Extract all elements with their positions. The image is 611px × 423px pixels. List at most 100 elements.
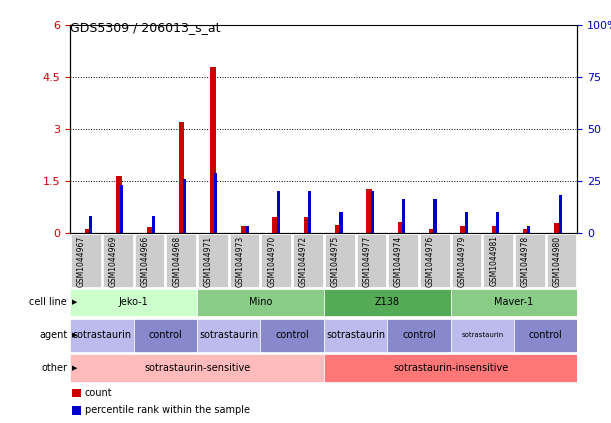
Text: ▶: ▶ [71, 332, 77, 338]
Bar [178, 122, 184, 233]
Bar [388, 234, 418, 286]
Bar [558, 195, 562, 233]
Text: sotrastaurin-sensitive: sotrastaurin-sensitive [144, 363, 250, 373]
Bar [450, 319, 514, 352]
Bar [304, 217, 309, 233]
Bar [70, 319, 134, 352]
Bar [116, 176, 122, 233]
Bar [260, 319, 324, 352]
Bar [523, 228, 529, 233]
Bar [70, 354, 324, 382]
Bar [273, 217, 278, 233]
Bar [335, 225, 341, 233]
Text: GSM1044979: GSM1044979 [458, 235, 466, 287]
Text: GSM1044972: GSM1044972 [299, 235, 308, 286]
Bar [460, 226, 466, 233]
Bar [147, 228, 153, 233]
Text: GSM1044976: GSM1044976 [426, 235, 435, 287]
Text: other: other [41, 363, 67, 373]
Text: ▶: ▶ [71, 365, 77, 371]
Bar [85, 229, 90, 233]
Bar [210, 67, 216, 233]
Bar [262, 234, 291, 286]
Bar [324, 354, 577, 382]
Bar [398, 222, 403, 233]
Text: GSM1044971: GSM1044971 [204, 235, 213, 286]
Bar [452, 234, 481, 286]
Bar [387, 319, 451, 352]
Text: GSM1044977: GSM1044977 [362, 235, 371, 287]
Bar [420, 234, 450, 286]
Text: sotrastaurin: sotrastaurin [72, 330, 131, 340]
Text: GDS5309 / 206013_s_at: GDS5309 / 206013_s_at [70, 21, 221, 34]
Bar [547, 234, 576, 286]
Bar [89, 216, 92, 233]
Text: GSM1044967: GSM1044967 [77, 235, 86, 287]
Bar [197, 319, 260, 352]
Text: Mino: Mino [249, 297, 272, 308]
Bar [465, 212, 468, 233]
Bar [277, 191, 280, 233]
Text: GSM1044974: GSM1044974 [394, 235, 403, 287]
Text: sotrastaurin: sotrastaurin [326, 330, 385, 340]
Bar [241, 226, 247, 233]
Bar [70, 289, 197, 316]
Bar [230, 234, 260, 286]
Bar [324, 319, 387, 352]
Text: sotrastaurin: sotrastaurin [461, 332, 503, 338]
Text: GSM1044969: GSM1044969 [109, 235, 118, 287]
Bar [183, 179, 186, 233]
Bar [433, 200, 436, 233]
Bar [72, 388, 81, 397]
Bar [515, 234, 544, 286]
Bar [554, 223, 560, 233]
Bar [483, 234, 513, 286]
Text: sotrastaurin: sotrastaurin [199, 330, 258, 340]
Text: GSM1044981: GSM1044981 [489, 235, 498, 286]
Bar [197, 289, 324, 316]
Bar [514, 319, 577, 352]
Text: Maver-1: Maver-1 [494, 297, 533, 308]
Bar [367, 190, 372, 233]
Bar [308, 191, 312, 233]
Text: GSM1044975: GSM1044975 [331, 235, 340, 287]
Bar [134, 234, 164, 286]
Bar [293, 234, 323, 286]
Bar [198, 234, 228, 286]
Bar [324, 289, 450, 316]
Text: ▶: ▶ [71, 299, 77, 305]
Text: agent: agent [39, 330, 67, 340]
Text: GSM1044966: GSM1044966 [141, 235, 150, 287]
Bar [120, 185, 123, 233]
Text: Jeko-1: Jeko-1 [119, 297, 148, 308]
Bar [492, 226, 497, 233]
Text: control: control [529, 330, 563, 340]
Bar [134, 319, 197, 352]
Bar [371, 191, 374, 233]
Bar [402, 200, 405, 233]
Bar [429, 228, 434, 233]
Bar [152, 216, 155, 233]
Bar [214, 173, 218, 233]
Text: control: control [148, 330, 182, 340]
Text: GSM1044970: GSM1044970 [267, 235, 276, 287]
Bar [166, 234, 196, 286]
Text: sotrastaurin-insensitive: sotrastaurin-insensitive [393, 363, 508, 373]
Text: Z138: Z138 [375, 297, 400, 308]
Bar [357, 234, 386, 286]
Bar [527, 226, 530, 233]
Bar [496, 212, 499, 233]
Bar [340, 212, 343, 233]
Text: control: control [402, 330, 436, 340]
Text: GSM1044973: GSM1044973 [236, 235, 244, 287]
Text: control: control [276, 330, 309, 340]
Bar [71, 234, 101, 286]
Text: GSM1044968: GSM1044968 [172, 235, 181, 286]
Text: count: count [85, 387, 112, 398]
Text: cell line: cell line [29, 297, 67, 308]
Bar [103, 234, 133, 286]
Text: GSM1044980: GSM1044980 [552, 235, 562, 286]
Bar [72, 406, 81, 415]
Text: GSM1044978: GSM1044978 [521, 235, 530, 286]
Bar [325, 234, 354, 286]
